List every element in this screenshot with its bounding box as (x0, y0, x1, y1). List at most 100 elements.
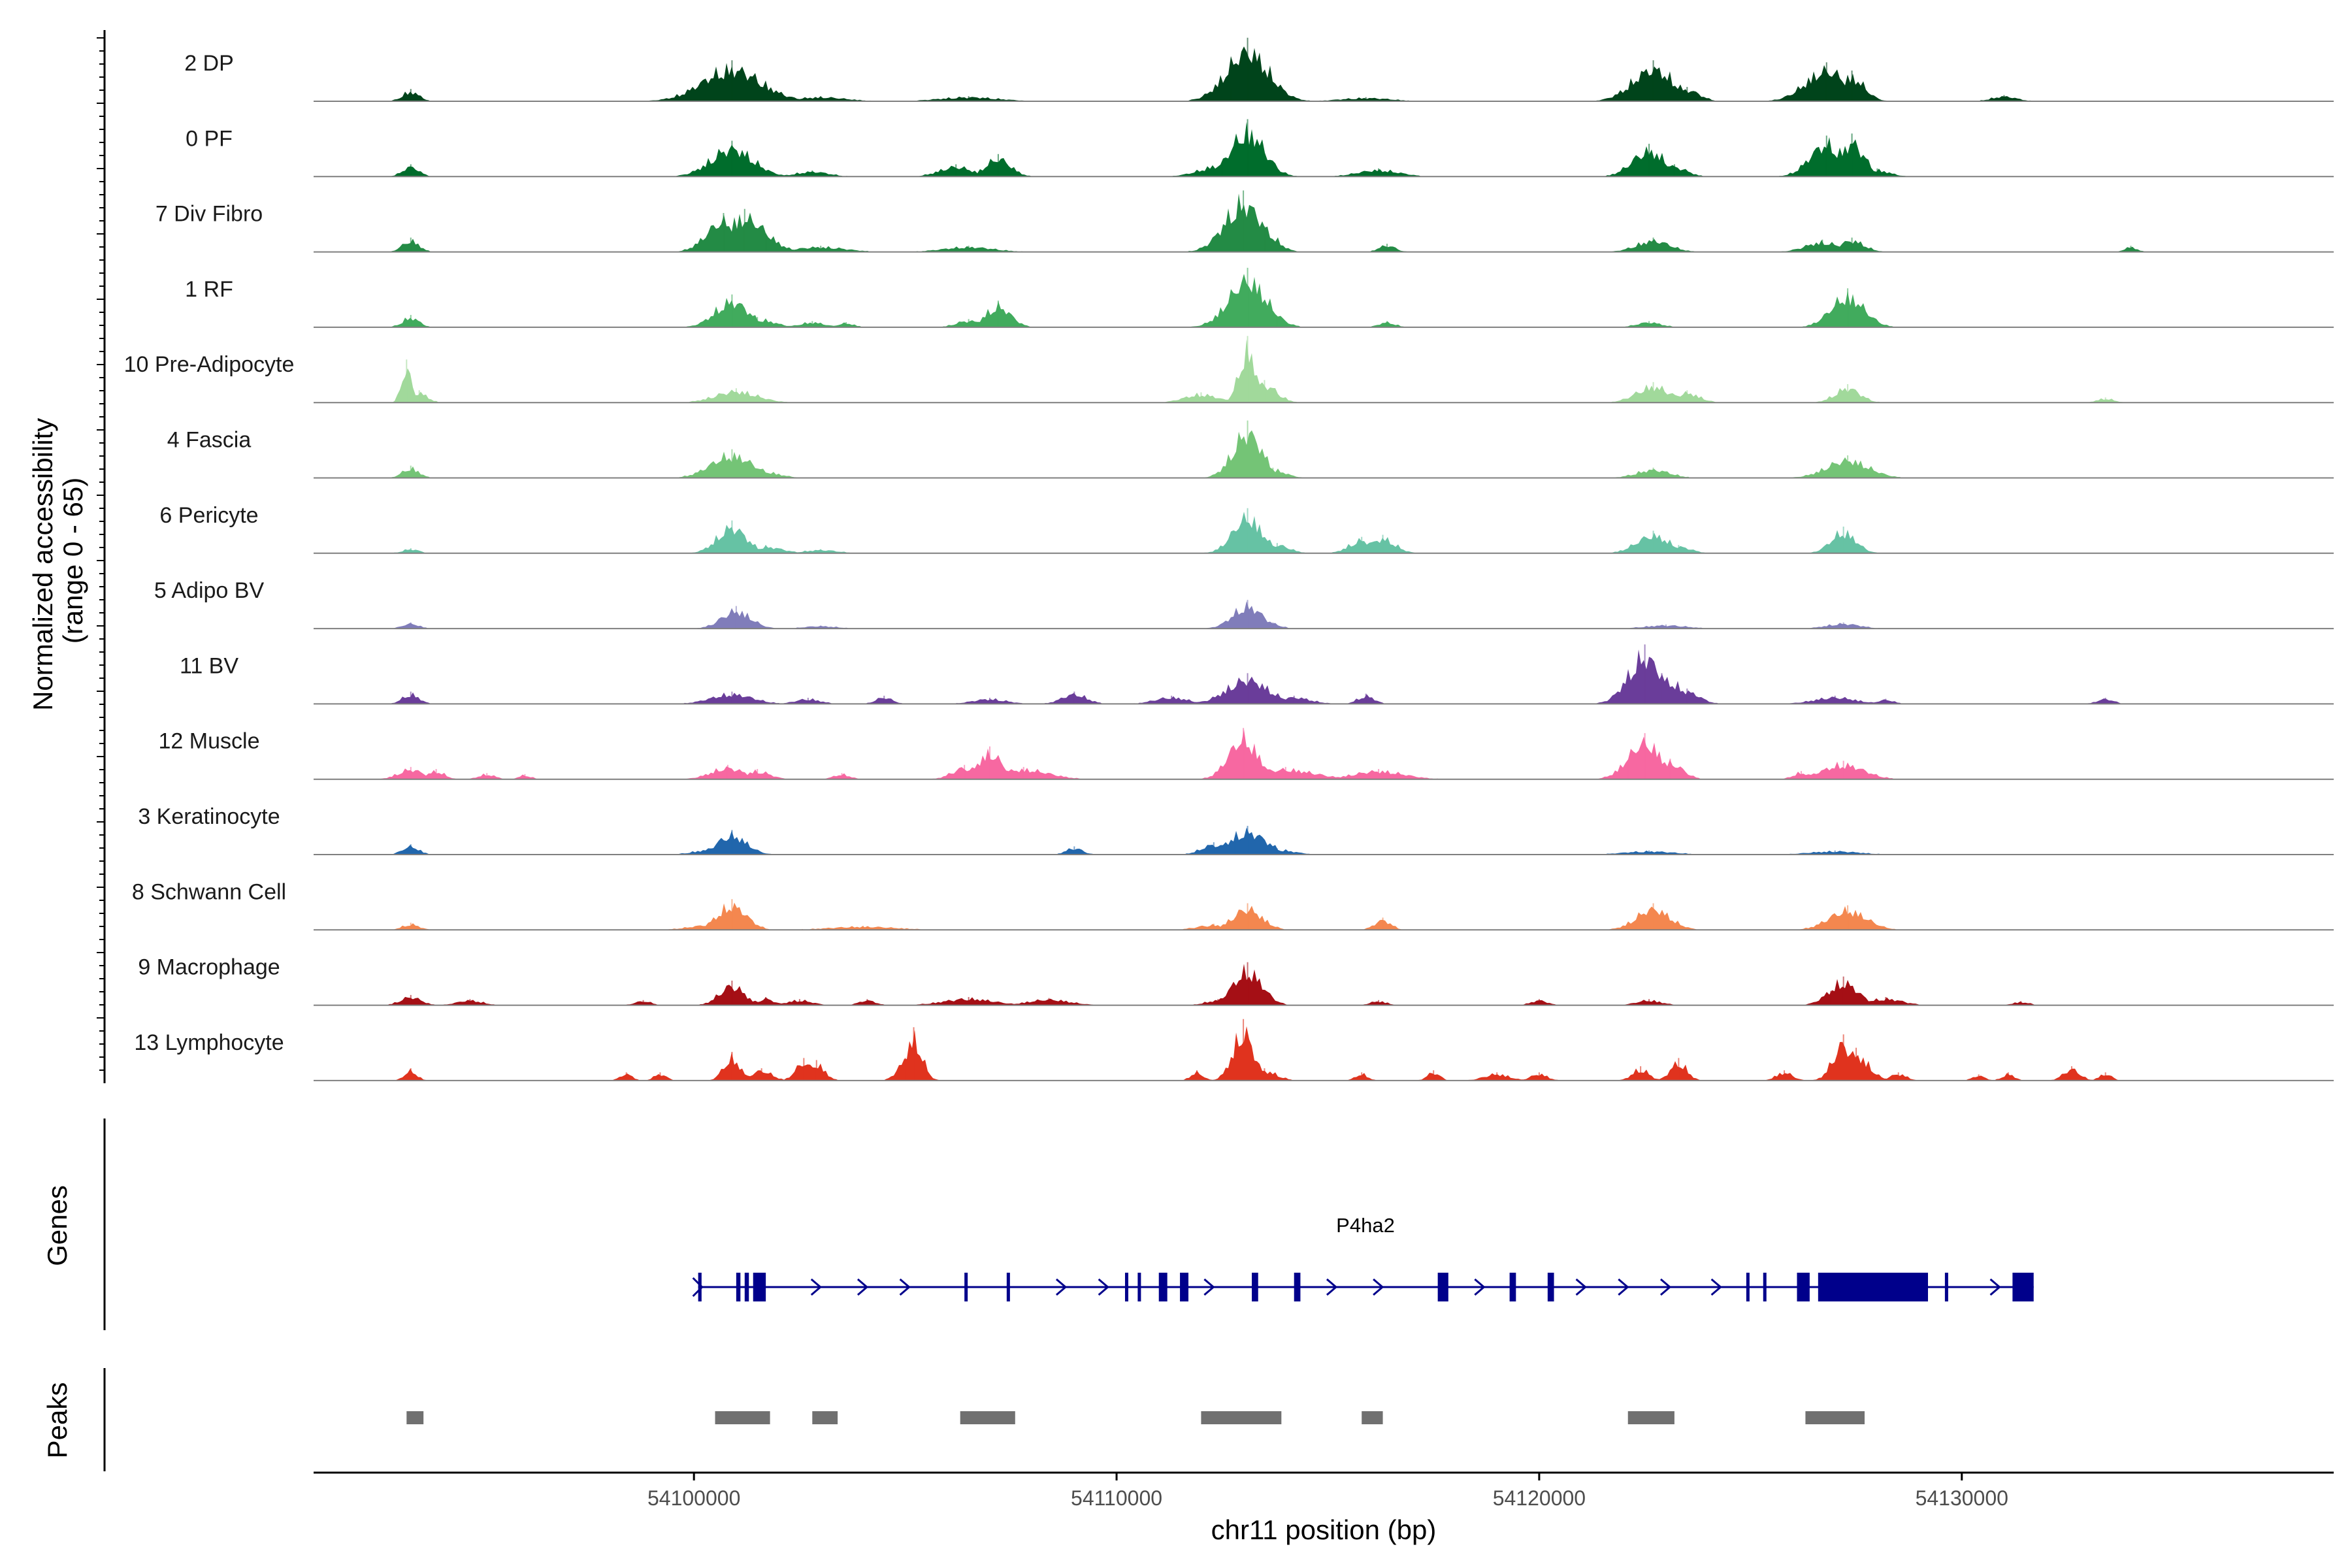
coverage-track-11: 8 Schwann Cell (132, 879, 2334, 931)
y-axis-title-line-2: (range 0 - 65) (57, 478, 88, 644)
coverage-track-1: 0 PF (186, 119, 2334, 178)
strand-arrow (1373, 1278, 1384, 1296)
gene-exon (1124, 1273, 1128, 1301)
coverage-track-6: 6 Pericyte (159, 503, 2334, 554)
gene-exon (1180, 1273, 1189, 1301)
coverage-track-8: 11 BV (180, 644, 2334, 705)
gene-exon (1797, 1273, 1810, 1301)
coverage-track-0: 2 DP (184, 37, 2334, 102)
gene-exon (1437, 1273, 1448, 1301)
strand-arrow (1989, 1278, 2001, 1296)
coverage-area (314, 649, 2334, 704)
x-axis-ticks: 54100000 54110000 54120000 54130000 (647, 1473, 2008, 1510)
peak-region (1201, 1411, 1282, 1424)
coverage-y-axis-title: Normalized accessibility (range 0 - 65) (27, 410, 88, 711)
coverage-track-5: 4 Fascia (167, 420, 2334, 479)
peak-region (812, 1411, 838, 1424)
coverage-track-3: 1 RF (185, 267, 2334, 328)
gene-exon (1509, 1273, 1516, 1301)
gene-exon (1547, 1273, 1554, 1301)
strand-arrow (1474, 1278, 1486, 1296)
coverage-area (314, 339, 2334, 403)
coverage-area (314, 1026, 2334, 1081)
strand-arrow (692, 1277, 704, 1298)
track-label: 9 Macrophage (138, 955, 280, 980)
genes-axis-title: Genes (42, 1185, 73, 1266)
gene-exon (753, 1273, 766, 1301)
x-tick-label: 54100000 (647, 1486, 740, 1510)
coverage-area (314, 193, 2334, 252)
strand-arrow (1575, 1278, 1587, 1296)
peaks-axis-title: Peaks (42, 1382, 73, 1459)
peaks-track (406, 1411, 1865, 1424)
gene-exon (1006, 1273, 1010, 1301)
track-label: 2 DP (184, 51, 234, 76)
coverage-area (314, 46, 2334, 101)
strand-arrow (1203, 1278, 1215, 1296)
coverage-y-axis-ticks (97, 37, 105, 1071)
track-label: 3 Keratinocyte (138, 804, 280, 829)
strand-arrow (1659, 1278, 1672, 1296)
coverage-area (314, 964, 2334, 1005)
track-label: 10 Pre-Adipocyte (124, 352, 295, 377)
coverage-track-13: 13 Lymphocyte (134, 1019, 2334, 1081)
track-label: 8 Schwann Cell (132, 879, 286, 904)
track-label: 12 Muscle (159, 729, 260, 754)
strand-arrow (857, 1278, 869, 1296)
strand-arrow (1055, 1278, 1068, 1296)
gene-exon (2012, 1273, 2034, 1301)
coverage-area (314, 827, 2334, 855)
peak-region (715, 1411, 770, 1424)
gene-exon (964, 1273, 968, 1301)
x-tick-label: 54120000 (1493, 1486, 1586, 1510)
track-label: 13 Lymphocyte (134, 1030, 284, 1055)
peak-region (406, 1411, 424, 1424)
peak-region (1362, 1411, 1383, 1424)
track-label: 5 Adipo BV (154, 578, 265, 603)
x-axis-title: chr11 position (bp) (1211, 1514, 1437, 1545)
peak-region (1805, 1411, 1865, 1424)
x-tick-label: 54130000 (1916, 1486, 2008, 1510)
peak-region (960, 1411, 1015, 1424)
gene-exon (1746, 1273, 1750, 1301)
strand-arrow (1098, 1278, 1109, 1296)
coverage-tracks: 2 DP 0 PF 7 Div Fibro 1 RF 10 Pre-Adipocyte 4… (124, 37, 2334, 1081)
track-label: 0 PF (186, 126, 233, 151)
coverage-area (314, 729, 2334, 779)
gene-exon (744, 1273, 749, 1301)
track-label: 7 Div Fibro (155, 202, 263, 227)
coverage-track-2: 7 Div Fibro (155, 190, 2334, 253)
coverage-area (314, 601, 2334, 629)
track-label: 4 Fascia (167, 428, 252, 453)
coverage-track-12: 9 Macrophage (138, 955, 2334, 1006)
peak-region (1627, 1411, 1674, 1424)
coverage-area (314, 902, 2334, 930)
gene-exon (1137, 1273, 1141, 1301)
strand-arrow (1618, 1278, 1629, 1296)
x-tick-label: 54110000 (1071, 1486, 1162, 1510)
gene-exon (1158, 1273, 1168, 1301)
gene-exon (736, 1273, 741, 1301)
coverage-track-10: 3 Keratinocyte (138, 804, 2334, 855)
gene-exon (698, 1273, 702, 1301)
coverage-track-9: 12 Muscle (159, 728, 2334, 780)
coverage-track-4: 10 Pre-Adipocyte (124, 336, 2334, 404)
y-axis-title-line-1: Normalized accessibility (27, 418, 58, 711)
gene-exon (1294, 1273, 1301, 1301)
track-label: 6 Pericyte (159, 503, 258, 528)
strand-arrow (1326, 1278, 1338, 1296)
coverage-area (314, 512, 2334, 553)
track-label: 11 BV (180, 653, 238, 678)
coverage-area (314, 274, 2334, 327)
gene-name-label: P4ha2 (1336, 1214, 1395, 1237)
gene-exon (1944, 1273, 1948, 1301)
strand-arrow (1710, 1278, 1722, 1296)
gene-track (692, 1273, 2034, 1301)
gene-exon (1763, 1273, 1767, 1301)
strand-arrow (810, 1278, 823, 1296)
coverage-area (314, 430, 2334, 478)
track-label: 1 RF (185, 277, 233, 302)
coverage-area (314, 122, 2334, 177)
gene-exon (1252, 1273, 1258, 1301)
